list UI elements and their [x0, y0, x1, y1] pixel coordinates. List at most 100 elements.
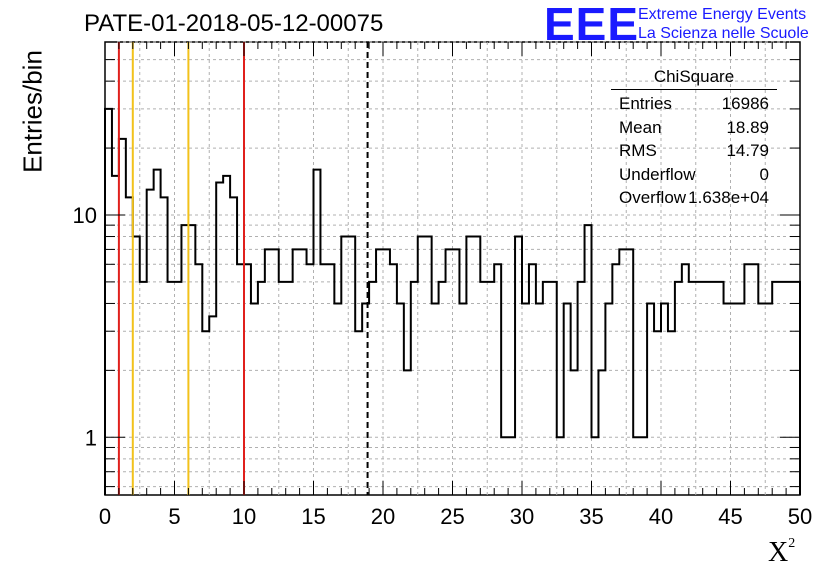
histogram-bin	[466, 237, 473, 495]
histogram-bin	[432, 303, 439, 495]
histogram-bin	[209, 316, 216, 495]
stats-label: Underflow	[619, 164, 696, 184]
histogram-bin	[133, 237, 140, 495]
stats-box: ChiSquare Entries 16986 Mean 18.89 RMS 1…	[611, 67, 777, 210]
eee-logo: EEE	[544, 0, 640, 50]
stats-value: 14.79	[726, 141, 769, 160]
histogram-bin	[647, 303, 654, 495]
histogram-bin	[487, 282, 494, 495]
axis-ticks: 0 5 10 15 20 25 30 35 40 45 50 1 10	[73, 41, 812, 529]
x-axis-label: X2	[768, 536, 796, 568]
histogram-bin	[334, 303, 341, 495]
histogram-bin	[737, 303, 744, 495]
histogram-bin	[293, 249, 300, 495]
stats-value: 1.638e+04	[688, 188, 769, 207]
x-tick-label: 35	[579, 504, 603, 529]
histogram-bin	[453, 249, 460, 495]
x-tick-label: 15	[301, 504, 325, 529]
histogram-bin	[369, 282, 376, 495]
x-tick-label: 50	[788, 504, 812, 529]
histogram-bin	[425, 237, 432, 495]
histogram-bin	[390, 264, 397, 495]
histogram-bin	[251, 303, 258, 495]
logo-line-1: Extreme Energy Events	[638, 6, 807, 23]
x-tick-label: 10	[232, 504, 256, 529]
histogram-bin	[682, 264, 689, 495]
histogram-bin	[383, 249, 390, 495]
histogram-bin	[633, 437, 640, 495]
histogram-bin	[307, 264, 314, 495]
histogram-bin	[605, 303, 612, 495]
reference-lines	[117, 42, 369, 495]
histogram-bin	[585, 225, 592, 495]
histogram-bin	[571, 370, 578, 495]
histogram-bin	[348, 237, 355, 495]
histogram-bin	[202, 331, 209, 495]
histogram-bin	[619, 249, 626, 495]
histogram-bin	[786, 282, 793, 495]
histogram-bin	[765, 303, 772, 495]
stats-row-overflow: Overflow 1.638e+04	[611, 186, 777, 210]
histogram-bin	[223, 176, 230, 495]
histogram-bin	[731, 303, 738, 495]
stats-value: 0	[759, 164, 769, 184]
histogram-bin	[154, 170, 161, 495]
histogram-series	[104, 107, 801, 495]
histogram-bin	[494, 264, 501, 495]
histogram-bin	[508, 437, 515, 495]
histogram-bin	[717, 282, 724, 495]
histogram-bin	[640, 437, 647, 495]
histogram-bin	[188, 225, 195, 495]
histogram-bin	[779, 282, 786, 495]
histogram-bin	[168, 282, 175, 495]
logo-line-2: La Scienza nelle Scuole	[638, 25, 809, 42]
histogram-bin	[564, 303, 571, 495]
x-tick-label: 45	[718, 504, 742, 529]
stats-label: Mean	[619, 117, 662, 137]
histogram-bin	[536, 303, 543, 495]
stats-row-entries: Entries 16986	[611, 92, 777, 116]
y-tick-label: 10	[73, 203, 97, 228]
histogram-bin	[626, 249, 633, 495]
stats-row-underflow: Underflow 0	[611, 163, 777, 187]
stats-label: Overflow	[619, 188, 687, 207]
y-axis-label: Entries/bin	[17, 50, 48, 173]
histogram-bin	[724, 303, 731, 495]
histogram-bin	[314, 170, 321, 495]
histogram-bin	[404, 370, 411, 495]
histogram-bin	[126, 197, 133, 495]
histogram-bin	[459, 303, 466, 495]
histogram-bin	[320, 264, 327, 495]
histogram-bin	[258, 282, 265, 495]
histogram-bin	[216, 182, 223, 495]
histogram-bin	[161, 197, 168, 495]
histogram-bin	[237, 264, 244, 495]
histogram-bin	[758, 303, 765, 495]
histogram-bin	[119, 139, 126, 495]
histogram-bin	[265, 249, 272, 495]
histogram-bin	[543, 282, 550, 495]
histogram-bin	[529, 264, 536, 495]
x-tick-label: 20	[371, 504, 395, 529]
histogram-bin	[418, 237, 425, 495]
histogram-bin	[793, 282, 800, 495]
stats-title: ChiSquare	[611, 67, 777, 90]
histogram-bin	[751, 264, 758, 495]
histogram-bin	[689, 282, 696, 495]
stats-label: Entries	[619, 94, 672, 113]
histogram-bin	[578, 282, 585, 495]
stats-label: RMS	[619, 141, 657, 160]
histogram-bin	[327, 264, 334, 495]
stats-row-mean: Mean 18.89	[611, 116, 777, 140]
histogram-bin	[480, 282, 487, 495]
histogram-outline	[104, 107, 801, 495]
x-tick-label: 5	[168, 504, 180, 529]
histogram-bin	[397, 303, 404, 495]
histogram-bin	[147, 190, 154, 495]
histogram-bin	[140, 282, 147, 495]
histogram-bin	[439, 282, 446, 495]
histogram-bin	[446, 249, 453, 495]
histogram-bin	[175, 282, 182, 495]
histogram-bin	[279, 282, 286, 495]
histogram-bin	[195, 264, 202, 495]
